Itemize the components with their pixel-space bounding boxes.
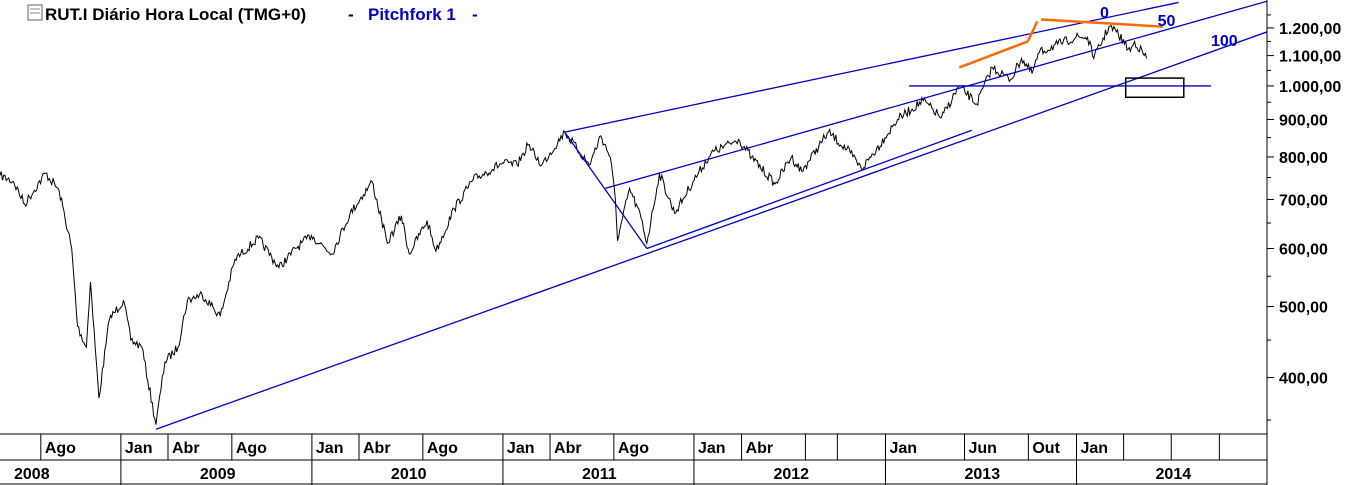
price-line — [0, 25, 1148, 425]
x-month-label: Jan — [889, 440, 917, 457]
y-tick-label: 700,00 — [1279, 192, 1328, 209]
x-month-label: Jan — [316, 440, 344, 457]
x-month-label: Abr — [746, 440, 774, 457]
pitchfork-layer — [155, 0, 1267, 430]
x-month-label: Abr — [363, 440, 391, 457]
x-month-label: Jan — [507, 440, 535, 457]
y-tick-label: 1.000,00 — [1279, 79, 1341, 96]
x-month-label: Ago — [427, 440, 458, 457]
x-month-label: Jan — [1081, 440, 1109, 457]
x-year-label: 2008 — [14, 466, 50, 483]
pitchfork-label-0: 0 — [1100, 5, 1109, 22]
pitchfork-label-100: 100 — [1211, 33, 1238, 50]
trendline-3[interactable] — [1040, 18, 1163, 28]
y-tick-label: 900,00 — [1279, 112, 1328, 129]
header-separator: - — [348, 5, 354, 24]
trendline-2[interactable] — [1026, 20, 1039, 42]
symbol-title: RUT.I Diário Hora Local (TMG+0) — [45, 5, 306, 24]
x-month-label: Ago — [618, 440, 649, 457]
x-year-label: 2009 — [200, 466, 236, 483]
y-tick-label: 400,00 — [1279, 371, 1328, 388]
target-box-layer — [1124, 77, 1185, 99]
pitchfork-handle[interactable] — [564, 131, 648, 249]
y-tick-label: 1.200,00 — [1279, 21, 1341, 38]
x-month-label: Ago — [45, 440, 76, 457]
target-box[interactable] — [1124, 77, 1185, 99]
x-year-label: 2012 — [773, 466, 809, 483]
trendline-layer — [958, 18, 1163, 69]
x-month-label: Out — [1032, 440, 1060, 457]
trendline-1[interactable] — [958, 40, 1029, 69]
x-year-label: 2013 — [965, 466, 1001, 483]
study-marker: - — [472, 5, 478, 24]
x-month-label: Jan — [125, 440, 153, 457]
price-axis: 400,00 500,00 600,00 700,00 800,00 900,00 1.00… — [1266, 0, 1341, 434]
x-month-label: Jan — [698, 440, 726, 457]
x-month-label: Ago — [236, 440, 267, 457]
x-month-label: Jun — [969, 440, 997, 457]
pitchfork-line-lower-handle[interactable] — [646, 129, 973, 250]
x-year-label: 2011 — [582, 466, 617, 483]
pitchfork-label-50: 50 — [1158, 13, 1176, 30]
chart-header: RUT.I Diário Hora Local (TMG+0) - Pitchf… — [27, 4, 478, 24]
pitchfork-line-0[interactable] — [564, 1, 1179, 133]
y-tick-label: 1.100,00 — [1279, 49, 1341, 66]
y-tick-label: 600,00 — [1279, 242, 1328, 259]
x-year-label: 2010 — [391, 466, 427, 483]
x-month-label: Abr — [554, 440, 582, 457]
x-month-label: Abr — [172, 440, 200, 457]
time-axis: Ago Jan Abr Ago Jan Abr Ago Jan Abr Ago Jan Abr Jan J… — [0, 433, 1268, 485]
x-year-label: 2014 — [1156, 466, 1192, 483]
pitchfork-line-100[interactable] — [155, 31, 1267, 430]
pitchfork-line-50[interactable] — [605, 0, 1267, 189]
y-tick-label: 800,00 — [1279, 150, 1328, 167]
price-layer — [0, 25, 1148, 425]
y-tick-label: 500,00 — [1279, 300, 1328, 317]
study-name[interactable]: Pitchfork 1 — [368, 5, 456, 24]
